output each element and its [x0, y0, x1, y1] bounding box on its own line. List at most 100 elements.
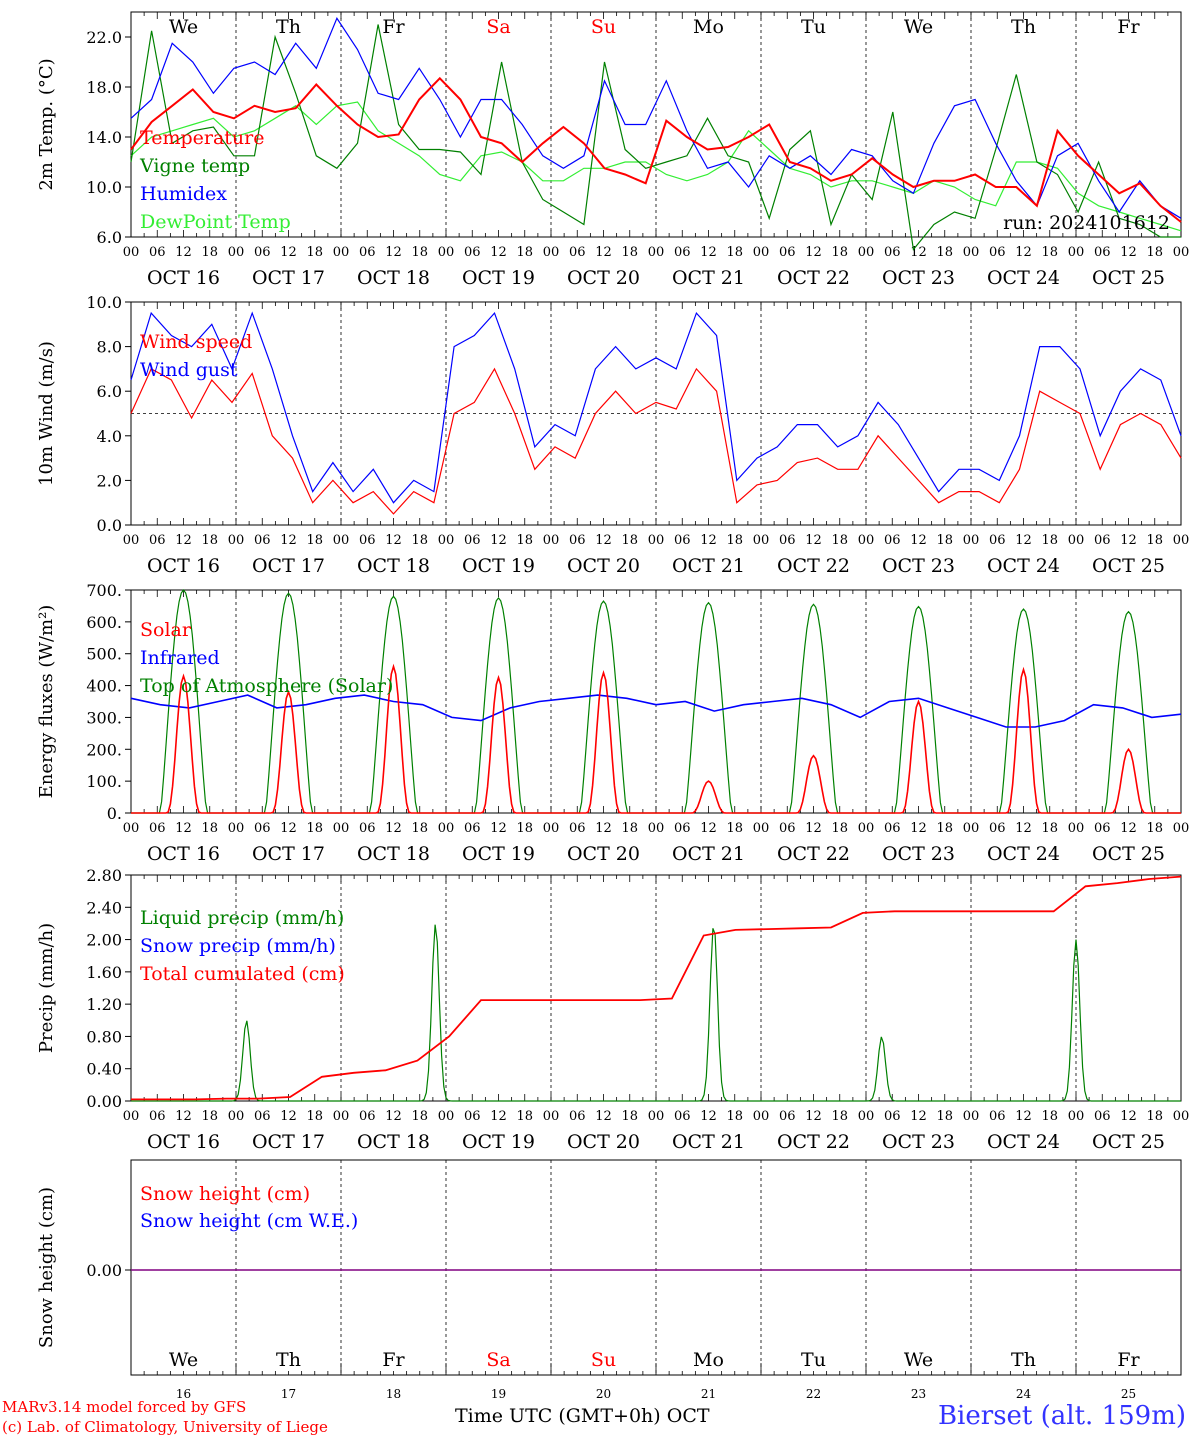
y-axis-label: Precip (mm/h) — [36, 923, 57, 1053]
hour-tick-label: 00 — [1068, 821, 1085, 836]
hour-tick-label: 06 — [569, 1109, 586, 1124]
legend-entry: Vigne temp — [139, 155, 250, 177]
hour-tick-label: 00 — [753, 1109, 770, 1124]
hour-tick-label: 18 — [1146, 245, 1163, 260]
hour-tick-label: 12 — [490, 533, 507, 548]
hour-tick-label: 12 — [700, 245, 717, 260]
hour-tick-label: 06 — [884, 533, 901, 548]
hour-tick-label: 12 — [175, 245, 192, 260]
time-axis-label: Time UTC (GMT+0h) OCT — [455, 1405, 710, 1427]
hour-tick-label: 18 — [1041, 533, 1058, 548]
hour-tick-label: 18 — [621, 245, 638, 260]
hour-tick-label: 06 — [989, 533, 1006, 548]
y-tick-label: 6.0 — [97, 382, 122, 401]
date-label: OCT 20 — [567, 555, 640, 577]
y-tick-label: 600. — [86, 613, 122, 632]
y-tick-label: 10.0 — [86, 293, 122, 312]
hour-tick-label: 00 — [228, 821, 245, 836]
hour-tick-label: 06 — [569, 245, 586, 260]
y-tick-label: 0.80 — [86, 1027, 122, 1046]
hour-tick-label: 12 — [490, 1109, 507, 1124]
y-tick-label: 14.0 — [86, 128, 122, 147]
hour-tick-label: 06 — [359, 1109, 376, 1124]
date-label: OCT 18 — [357, 267, 430, 289]
hour-tick-label: 00 — [543, 1109, 560, 1124]
hour-tick-label: 00 — [438, 821, 455, 836]
legend-entry: Liquid precip (mm/h) — [140, 907, 344, 929]
y-tick-label: 0.00 — [86, 1261, 122, 1280]
date-label: OCT 23 — [882, 1131, 955, 1153]
hour-tick-label: 00 — [123, 821, 140, 836]
hour-tick-label: 00 — [438, 245, 455, 260]
hour-tick-label: 06 — [779, 1109, 796, 1124]
hour-tick-label: 18 — [306, 533, 323, 548]
hour-tick-label: 06 — [989, 1109, 1006, 1124]
panel-energy: 00 06 12 18 OCT 16 00 06 12 18 OCT 17 00 06 12 18 OCT … — [36, 581, 1189, 865]
hour-tick-label: 06 — [359, 245, 376, 260]
date-label: OCT 21 — [672, 1131, 745, 1153]
hour-tick-label: 00 — [1173, 821, 1190, 836]
hour-tick-label: 06 — [464, 1109, 481, 1124]
hour-tick-label: 18 — [411, 821, 428, 836]
hour-tick-label: 12 — [595, 821, 612, 836]
hour-tick-label: 00 — [438, 533, 455, 548]
weekday-label: Th — [1011, 1349, 1036, 1371]
station-name: Bierset (alt. 159m) — [937, 1401, 1186, 1431]
day-number-label: 16 — [176, 1387, 191, 1401]
hour-tick-label: 00 — [858, 1109, 875, 1124]
legend-entry: Wind speed — [140, 331, 252, 353]
hour-tick-label: 12 — [700, 533, 717, 548]
weekday-label: Th — [276, 1349, 301, 1371]
date-label: OCT 25 — [1092, 843, 1165, 865]
series-line-solar — [131, 663, 1181, 814]
date-label: OCT 17 — [252, 843, 325, 865]
hour-tick-label: 06 — [254, 1109, 271, 1124]
hour-tick-label: 18 — [411, 533, 428, 548]
hour-tick-label: 12 — [700, 821, 717, 836]
series-line-wind-gust — [130, 311, 1182, 504]
model-credit: MARv3.14 model forced by GFS — [2, 1398, 247, 1416]
hour-tick-label: 12 — [1120, 821, 1137, 836]
hour-tick-label: 06 — [464, 533, 481, 548]
panel-precip: 00 06 12 18 OCT 16 00 06 12 18 OCT 17 00 06 12 18 OCT … — [36, 866, 1189, 1153]
y-axis-label: Snow height (cm) — [36, 1187, 57, 1348]
hour-tick-label: 06 — [674, 533, 691, 548]
hour-tick-label: 18 — [306, 1109, 323, 1124]
hour-tick-label: 12 — [805, 1109, 822, 1124]
date-label: OCT 19 — [462, 267, 535, 289]
hour-tick-label: 18 — [621, 1109, 638, 1124]
hour-tick-label: 12 — [595, 1109, 612, 1124]
weekday-label: Fr — [1117, 16, 1140, 38]
hour-tick-label: 00 — [543, 821, 560, 836]
date-label: OCT 24 — [987, 843, 1060, 865]
hour-tick-label: 06 — [359, 533, 376, 548]
date-label: OCT 18 — [357, 843, 430, 865]
hour-tick-label: 18 — [936, 1109, 953, 1124]
legend-entry: Snow precip (mm/h) — [140, 935, 336, 957]
date-label: OCT 25 — [1092, 267, 1165, 289]
date-label: OCT 17 — [252, 1131, 325, 1153]
legend-entry: Infrared — [140, 647, 220, 669]
hour-tick-label: 06 — [254, 533, 271, 548]
hour-tick-label: 00 — [123, 245, 140, 260]
date-label: OCT 19 — [462, 555, 535, 577]
hour-tick-label: 18 — [831, 1109, 848, 1124]
hour-tick-label: 18 — [516, 1109, 533, 1124]
hour-tick-label: 18 — [1041, 821, 1058, 836]
weekday-label: Su — [591, 1349, 616, 1371]
date-label: OCT 20 — [567, 843, 640, 865]
hour-tick-label: 18 — [201, 533, 218, 548]
hour-tick-label: 00 — [648, 1109, 665, 1124]
hour-tick-label: 18 — [1041, 245, 1058, 260]
hour-tick-label: 18 — [936, 533, 953, 548]
hour-tick-label: 06 — [674, 821, 691, 836]
hour-tick-label: 06 — [779, 533, 796, 548]
hour-tick-label: 12 — [280, 245, 297, 260]
date-label: OCT 23 — [882, 267, 955, 289]
hour-tick-label: 00 — [648, 533, 665, 548]
date-label: OCT 22 — [777, 843, 850, 865]
hour-tick-label: 18 — [726, 533, 743, 548]
hour-tick-label: 00 — [228, 533, 245, 548]
date-label: OCT 21 — [672, 843, 745, 865]
y-tick-label: 4.0 — [97, 427, 122, 446]
